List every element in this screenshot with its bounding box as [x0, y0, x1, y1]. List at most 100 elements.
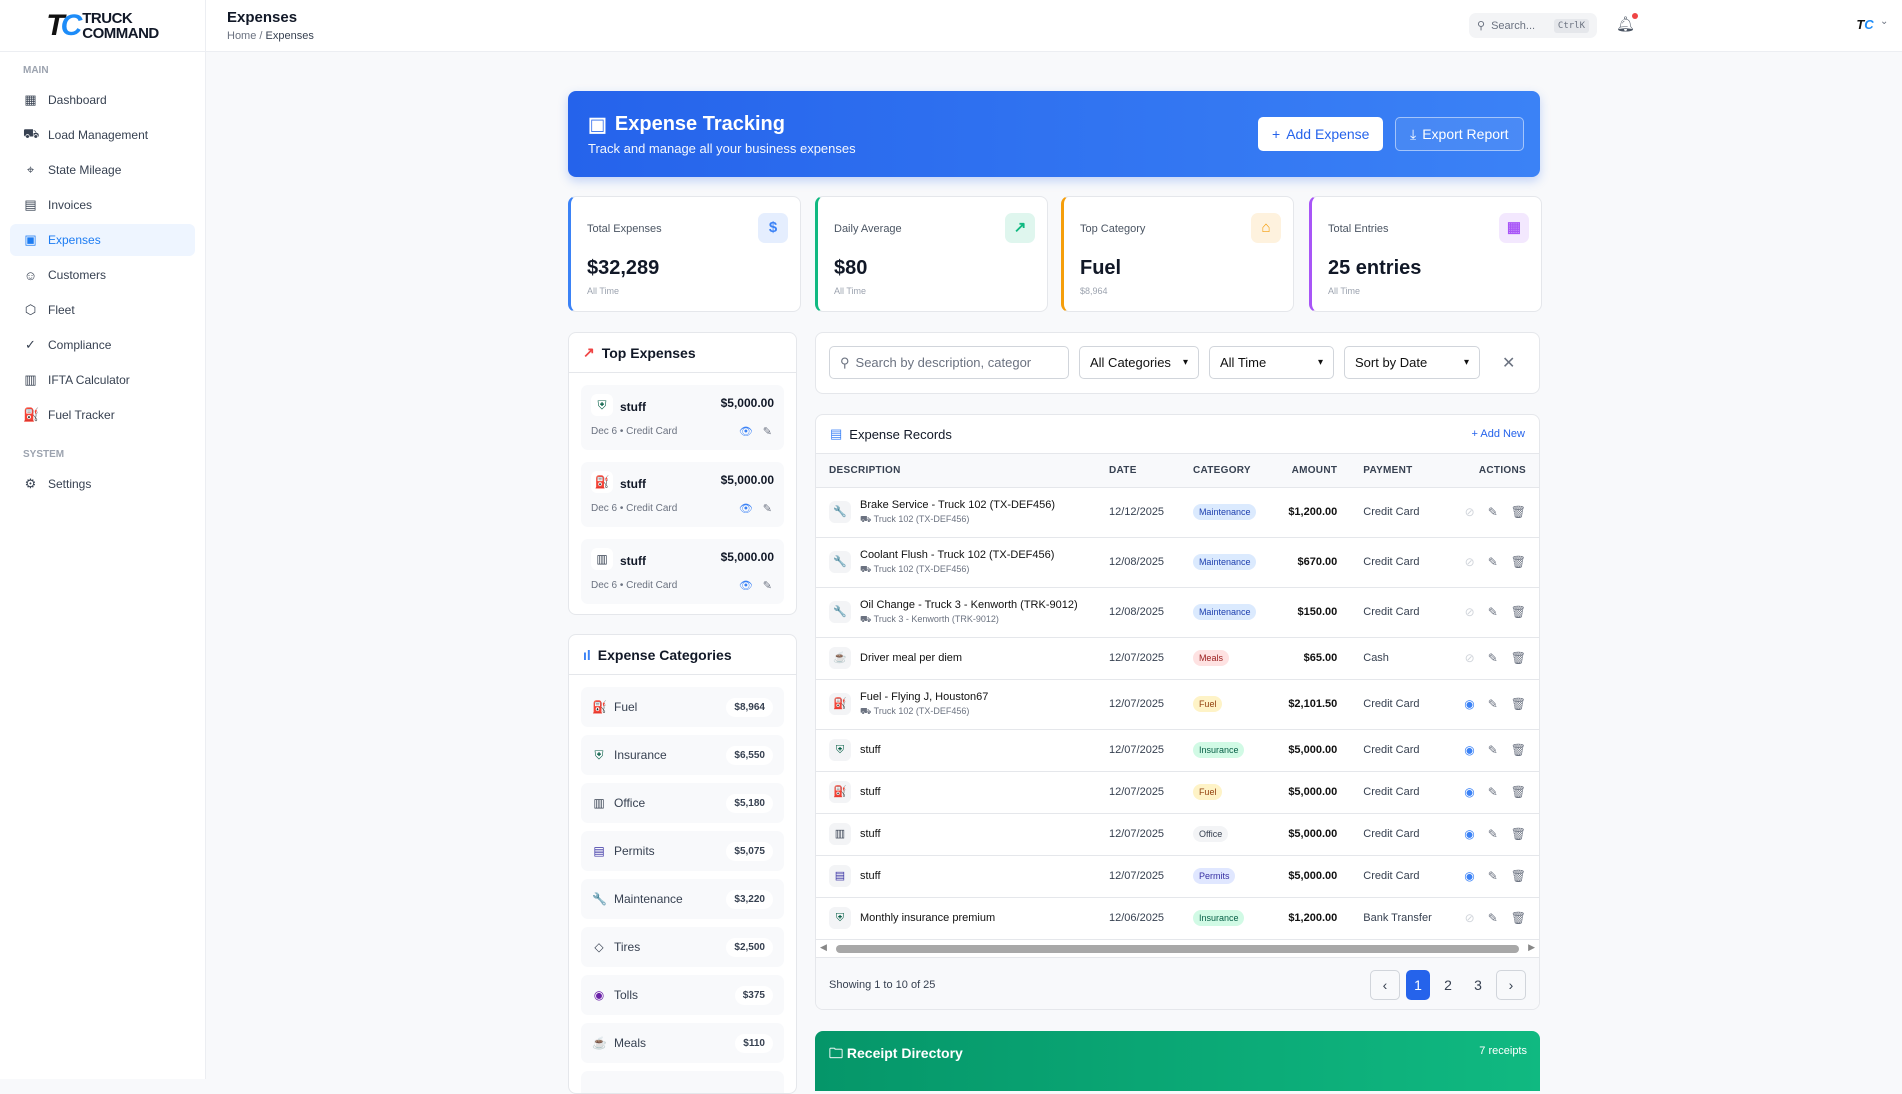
- category-item-partial[interactable]: [581, 1071, 784, 1093]
- global-search[interactable]: ⚲ Search... CtrlK: [1469, 13, 1597, 38]
- edit-pencil-icon[interactable]: ✎: [1487, 869, 1498, 883]
- delete-trash-icon[interactable]: 🗑︎: [1510, 743, 1526, 757]
- users-icon: ☺: [23, 267, 38, 283]
- expense-table: DESCRIPTION DATE CATEGORY AMOUNT PAYMENT ACTI…: [816, 454, 1539, 940]
- sidebar-item-expenses[interactable]: ▣ Expenses: [10, 224, 195, 256]
- delete-trash-icon[interactable]: 🗑︎: [1510, 697, 1526, 711]
- table-row[interactable]: ⛽ Fuel - Flying J, Houston67 ⛟ Truck 102 (…: [816, 679, 1539, 730]
- category-item-meals[interactable]: ☕ Meals $110: [581, 1023, 784, 1063]
- category-name: Fuel: [614, 700, 638, 714]
- table-row[interactable]: 🔧 Coolant Flush - Truck 102 (TX-DEF456) ⛟ …: [816, 537, 1539, 588]
- delete-trash-icon[interactable]: 🗑︎: [1510, 605, 1526, 619]
- view-receipt-eye-icon[interactable]: ◉: [1464, 785, 1475, 799]
- horizontal-scrollbar[interactable]: ◀ ▶: [820, 941, 1535, 953]
- page-3-button[interactable]: 3: [1474, 977, 1482, 993]
- logo[interactable]: TC TRUCK COMMAND: [0, 0, 205, 52]
- view-receipt-eye-icon[interactable]: ◉: [1464, 827, 1475, 841]
- view-receipt-eye-icon[interactable]: ◉: [1464, 743, 1475, 757]
- table-row[interactable]: ▤ stuff 12/07/2025 Permits $5,000.00 Cred…: [816, 855, 1539, 898]
- top-expense-item[interactable]: ▥ stuff $5,000.00 Dec 6 • Credit Card 👁︎ ✎: [581, 539, 784, 604]
- edit-pencil-icon[interactable]: ✎: [1487, 827, 1498, 841]
- page-1-button[interactable]: 1: [1406, 970, 1430, 1000]
- table-row[interactable]: ☕ Driver meal per diem 12/07/2025 Meals $…: [816, 637, 1539, 680]
- edit-pencil-icon[interactable]: ✎: [1487, 651, 1498, 665]
- column-header-amount: AMOUNT: [1272, 454, 1351, 488]
- sidebar-item-compliance[interactable]: ✓ Compliance: [10, 329, 195, 361]
- time-select[interactable]: All Time ▾: [1209, 346, 1334, 379]
- delete-trash-icon[interactable]: 🗑︎: [1510, 651, 1526, 665]
- edit-pencil-icon[interactable]: ✎: [1487, 697, 1498, 711]
- tolls-icon: ◉: [593, 988, 605, 1002]
- delete-trash-icon[interactable]: 🗑︎: [1510, 827, 1526, 841]
- top-expense-item[interactable]: ⛽ stuff $5,000.00 Dec 6 • Credit Card 👁︎ ✎: [581, 462, 784, 527]
- table-row[interactable]: 🔧 Brake Service - Truck 102 (TX-DEF456) ⛟ …: [816, 487, 1539, 538]
- sidebar-item-label: Customers: [48, 268, 107, 282]
- category-item-maintenance[interactable]: 🔧 Maintenance $3,220: [581, 879, 784, 919]
- edit-pencil-icon[interactable]: ✎: [1487, 911, 1498, 925]
- delete-trash-icon[interactable]: 🗑︎: [1510, 505, 1526, 519]
- next-page-chevron-right-icon[interactable]: ›: [1496, 970, 1526, 1000]
- edit-pencil-icon[interactable]: ✎: [1487, 785, 1498, 799]
- table-row[interactable]: 🔧 Oil Change - Truck 3 - Kenworth (TRK-90…: [816, 587, 1539, 638]
- add-expense-button[interactable]: + Add Expense: [1258, 117, 1384, 151]
- search-input[interactable]: ⚲ Search by description, categor: [829, 346, 1069, 379]
- table-row[interactable]: ⛨ stuff 12/07/2025 Insurance $5,000.00 Cr…: [816, 729, 1539, 772]
- sidebar-item-customers[interactable]: ☺ Customers: [10, 259, 195, 291]
- edit-pencil-icon[interactable]: ✎: [1487, 743, 1498, 757]
- view-eye-icon[interactable]: 👁︎: [738, 503, 753, 515]
- category-item-insurance[interactable]: ⛨ Insurance $6,550: [581, 735, 784, 775]
- delete-trash-icon[interactable]: 🗑︎: [1510, 869, 1526, 883]
- edit-pencil-icon[interactable]: ✎: [1487, 505, 1498, 519]
- export-report-button[interactable]: ⤓ Export Report: [1395, 117, 1524, 151]
- folder-icon: 🗀︎: [829, 1045, 843, 1061]
- sidebar-item-fleet[interactable]: ⬡ Fleet: [10, 294, 195, 326]
- banner-subtitle: Track and manage all your business expen…: [588, 141, 856, 156]
- table-row[interactable]: ▥ stuff 12/07/2025 Office $5,000.00 Credi…: [816, 813, 1539, 856]
- edit-pencil-icon[interactable]: ✎: [1487, 605, 1498, 619]
- sidebar-item-fuel-tracker[interactable]: ⛽ Fuel Tracker: [10, 399, 195, 431]
- sidebar-item-settings[interactable]: ⚙ Settings: [10, 468, 195, 500]
- page-2-button[interactable]: 2: [1444, 977, 1452, 993]
- scrollbar-thumb[interactable]: [836, 944, 1519, 953]
- edit-pencil-icon[interactable]: ✎: [1487, 555, 1498, 569]
- map-pin-icon: ⌖: [26, 162, 35, 177]
- truck-icon: ⛟: [860, 705, 872, 716]
- delete-trash-icon[interactable]: 🗑︎: [1510, 555, 1526, 569]
- notification-bell-icon[interactable]: 🔔︎: [1616, 13, 1639, 33]
- clear-filters-close-icon[interactable]: ✕: [1502, 354, 1516, 372]
- receipt-directory-header[interactable]: 🗀︎ Receipt Directory 7 receipts: [815, 1031, 1540, 1091]
- edit-pencil-icon[interactable]: ✎: [762, 580, 772, 592]
- table-row[interactable]: ⛨ Monthly insurance premium 12/06/2025 In…: [816, 897, 1539, 940]
- category-select[interactable]: All Categories ▾: [1079, 346, 1199, 379]
- top-expense-item[interactable]: ⛨ stuff $5,000.00 Dec 6 • Credit Card 👁︎ ✎: [581, 385, 784, 450]
- delete-trash-icon[interactable]: 🗑︎: [1510, 785, 1526, 799]
- meals-icon: ☕: [829, 647, 851, 669]
- category-item-fuel[interactable]: ⛽ Fuel $8,964: [581, 687, 784, 727]
- bar-chart-icon: ıl: [583, 646, 591, 663]
- sidebar-item-ifta-calculator[interactable]: ▥ IFTA Calculator: [10, 364, 195, 396]
- expense-truck: Truck 102 (TX-DEF456): [873, 705, 970, 716]
- category-item-tires[interactable]: ◇ Tires $2,500: [581, 927, 784, 967]
- breadcrumb-home[interactable]: Home: [227, 30, 257, 42]
- sidebar-item-dashboard[interactable]: ▦ Dashboard: [10, 84, 195, 116]
- edit-pencil-icon[interactable]: ✎: [762, 503, 772, 515]
- sidebar-item-state-mileage[interactable]: ⌖ State Mileage: [10, 154, 195, 186]
- sidebar-item-load-management[interactable]: ⛟ Load Management: [10, 119, 195, 151]
- sidebar-item-invoices[interactable]: ▤ Invoices: [10, 189, 195, 221]
- category-item-tolls[interactable]: ◉ Tolls $375: [581, 975, 784, 1015]
- add-new-link[interactable]: + Add New: [1471, 428, 1525, 440]
- sort-select[interactable]: Sort by Date ▾: [1344, 346, 1480, 379]
- category-item-permits[interactable]: ▤ Permits $5,075: [581, 831, 784, 871]
- prev-page-chevron-left-icon[interactable]: ‹: [1370, 970, 1400, 1000]
- delete-trash-icon[interactable]: 🗑︎: [1510, 911, 1526, 925]
- chevron-down-icon[interactable]: ⌄: [1880, 16, 1889, 27]
- view-receipt-eye-icon[interactable]: ◉: [1464, 697, 1475, 711]
- view-receipt-eye-icon[interactable]: ◉: [1464, 869, 1475, 883]
- stat-icon: ⌂: [1251, 213, 1281, 243]
- edit-pencil-icon[interactable]: ✎: [762, 426, 772, 438]
- category-item-office[interactable]: ▥ Office $5,180: [581, 783, 784, 823]
- view-eye-icon[interactable]: 👁︎: [738, 580, 753, 592]
- view-eye-icon[interactable]: 👁︎: [738, 426, 753, 438]
- avatar[interactable]: TC: [1853, 13, 1877, 37]
- table-row[interactable]: ⛽ stuff 12/07/2025 Fuel $5,000.00 Credit …: [816, 771, 1539, 814]
